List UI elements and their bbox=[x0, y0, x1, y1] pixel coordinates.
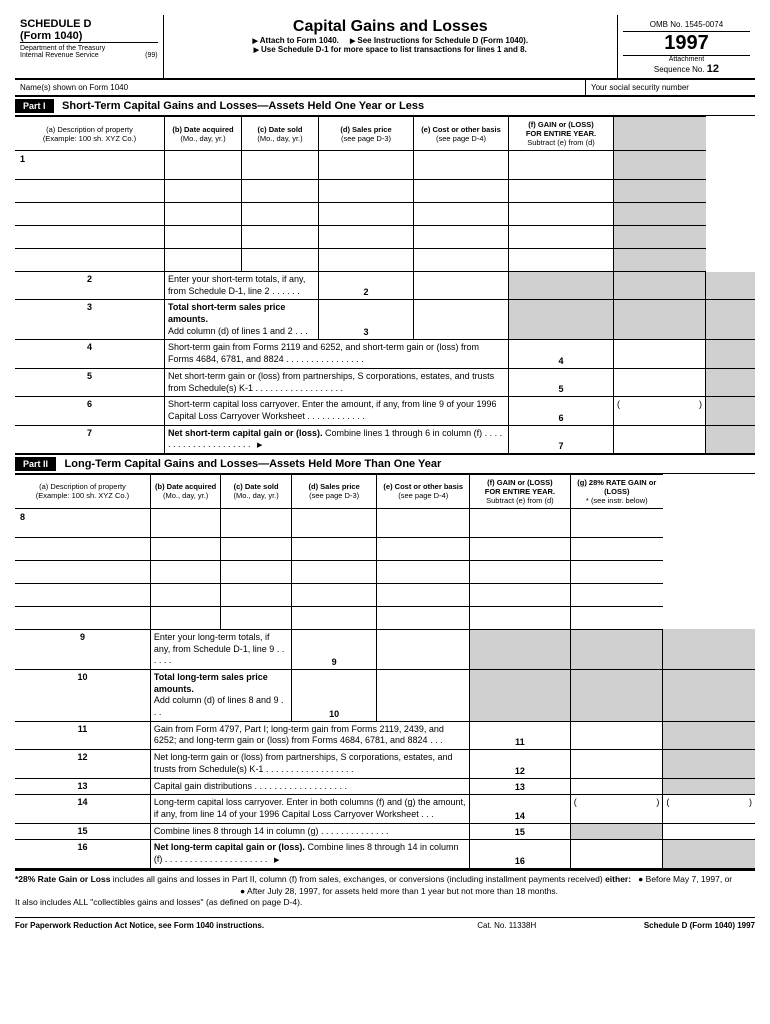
dept-treasury: Department of the Treasury Internal Reve… bbox=[20, 42, 158, 59]
col-a-hdr: (a) Description of property(Example: 100… bbox=[15, 117, 165, 151]
col-d-hdr: (d) Sales price(see page D-3) bbox=[319, 117, 414, 151]
line-5-text: Net short-term gain or (loss) from partn… bbox=[165, 368, 509, 396]
names-field[interactable]: Name(s) shown on Form 1040 bbox=[15, 80, 586, 96]
line-12-f[interactable] bbox=[570, 750, 663, 778]
col-b-hdr2: (b) Date acquired(Mo., day, yr.) bbox=[150, 474, 220, 508]
line-8-num: 8 bbox=[20, 512, 25, 522]
line-1-num: 1 bbox=[20, 154, 25, 164]
line-15-g[interactable] bbox=[663, 823, 755, 840]
line-12-text: Net long-term gain or (loss) from partne… bbox=[150, 750, 469, 778]
form-title: Capital Gains and Losses bbox=[169, 18, 612, 36]
col-c-hdr2: (c) Date sold(Mo., day, yr.) bbox=[221, 474, 291, 508]
line-7-num: 7 bbox=[15, 425, 165, 453]
part1-header: Part I Short-Term Capital Gains and Loss… bbox=[15, 96, 755, 116]
line-13-f[interactable] bbox=[570, 778, 663, 795]
line-5-num: 5 bbox=[15, 368, 165, 396]
line-10-text: Total long-term sales price amounts.Add … bbox=[150, 670, 291, 722]
line-14-g[interactable]: () bbox=[663, 795, 755, 823]
form-header: SCHEDULE D (Form 1040) Department of the… bbox=[15, 15, 755, 80]
col-f-hdr2: (f) GAIN or (LOSS)FOR ENTIRE YEAR.Subtra… bbox=[470, 474, 571, 508]
line-14-text: Long-term capital loss carryover. Enter … bbox=[150, 795, 469, 823]
line-2-text: Enter your short-term totals, if any, fr… bbox=[165, 272, 319, 300]
line-16-text: Net long-term capital gain or (loss). Co… bbox=[150, 840, 469, 868]
col-e-hdr2: (e) Cost or other basis(see page D-4) bbox=[377, 474, 470, 508]
d1-instruction: Use Schedule D-1 for more space to list … bbox=[169, 45, 612, 54]
page-ref: Schedule D (Form 1040) 1997 bbox=[559, 921, 755, 930]
col-d-hdr2: (d) Sales price(see page D-3) bbox=[291, 474, 377, 508]
ssn-field[interactable]: Your social security number bbox=[586, 80, 756, 96]
line-3-text: Total short-term sales price amounts.Add… bbox=[165, 300, 319, 340]
line-9-num: 9 bbox=[15, 629, 150, 669]
form-footer: For Paperwork Reduction Act Notice, see … bbox=[15, 917, 755, 930]
line-2-d[interactable] bbox=[414, 272, 509, 300]
line-3-num: 3 bbox=[15, 300, 165, 340]
part2-header: Part II Long-Term Capital Gains and Loss… bbox=[15, 454, 755, 474]
col-e-hdr: (e) Cost or other basis(see page D-4) bbox=[414, 117, 509, 151]
line-15-text: Combine lines 8 through 14 in column (g)… bbox=[150, 823, 469, 840]
line-16-g bbox=[663, 840, 755, 868]
line-11-text: Gain from Form 4797, Part I; long-term g… bbox=[150, 721, 469, 749]
tax-year: 1997 bbox=[623, 32, 750, 55]
line-4-num: 4 bbox=[15, 340, 165, 368]
omb-number: OMB No. 1545-0074 bbox=[623, 18, 750, 32]
col-b-hdr: (b) Date acquired(Mo., day, yr.) bbox=[165, 117, 242, 151]
line-16-num: 16 bbox=[15, 840, 150, 868]
schedule-d-form: SCHEDULE D (Form 1040) Department of the… bbox=[15, 15, 755, 930]
line-15-num: 15 bbox=[15, 823, 150, 840]
line-11-g bbox=[663, 721, 755, 749]
line-14-num: 14 bbox=[15, 795, 150, 823]
line-13-num: 13 bbox=[15, 778, 150, 795]
line-11-num: 11 bbox=[15, 721, 150, 749]
line-3-d[interactable] bbox=[414, 300, 509, 340]
line-14-f[interactable]: () bbox=[570, 795, 663, 823]
part2-table: (a) Description of property(Example: 100… bbox=[15, 474, 755, 869]
line-16-f[interactable] bbox=[570, 840, 663, 868]
line-15-f bbox=[570, 823, 663, 840]
line-7-text: Net short-term capital gain or (loss). C… bbox=[165, 425, 509, 453]
line-9-d[interactable] bbox=[377, 629, 470, 669]
col-a-hdr2: (a) Description of property(Example: 100… bbox=[15, 474, 150, 508]
line-13-g bbox=[663, 778, 755, 795]
line-4-f[interactable] bbox=[614, 340, 706, 368]
line-2-num: 2 bbox=[15, 272, 165, 300]
name-ssn-row: Name(s) shown on Form 1040 Your social s… bbox=[15, 80, 755, 96]
line-10-num: 10 bbox=[15, 670, 150, 722]
line-13-text: Capital gain distributions . . . . . . .… bbox=[150, 778, 469, 795]
line-5-f[interactable] bbox=[614, 368, 706, 396]
line-10-d[interactable] bbox=[377, 670, 470, 722]
form-number: (Form 1040) bbox=[20, 30, 158, 42]
line-6-f[interactable]: () bbox=[614, 397, 706, 425]
part1-table: (a) Description of property(Example: 100… bbox=[15, 116, 755, 454]
line-9-text: Enter your long-term totals, if any, fro… bbox=[150, 629, 291, 669]
line-12-num: 12 bbox=[15, 750, 150, 778]
schedule-label: SCHEDULE D bbox=[20, 18, 158, 30]
attach-instruction: Attach to Form 1040. See Instructions fo… bbox=[169, 36, 612, 45]
attachment-seq: Attachment Sequence No. 12 bbox=[623, 55, 750, 75]
line-11-f[interactable] bbox=[570, 721, 663, 749]
line-4-text: Short-term gain from Forms 2119 and 6252… bbox=[165, 340, 509, 368]
cat-number: Cat. No. 11338H bbox=[455, 921, 559, 930]
footnote-28pct: *28% Rate Gain or Loss includes all gain… bbox=[15, 869, 755, 910]
line-6-text: Short-term capital loss carryover. Enter… bbox=[165, 397, 509, 425]
line-7-f[interactable] bbox=[614, 425, 706, 453]
paperwork-notice: For Paperwork Reduction Act Notice, see … bbox=[15, 921, 455, 930]
line-6-num: 6 bbox=[15, 397, 165, 425]
col-f-hdr: (f) GAIN or (LOSS)FOR ENTIRE YEAR.Subtra… bbox=[509, 117, 614, 151]
col-g-hdr: (g) 28% RATE GAIN or (LOSS)* (see instr.… bbox=[570, 474, 663, 508]
col-c-hdr: (c) Date sold(Mo., day, yr.) bbox=[242, 117, 319, 151]
line-12-g bbox=[663, 750, 755, 778]
col-blank-hdr bbox=[614, 117, 706, 151]
